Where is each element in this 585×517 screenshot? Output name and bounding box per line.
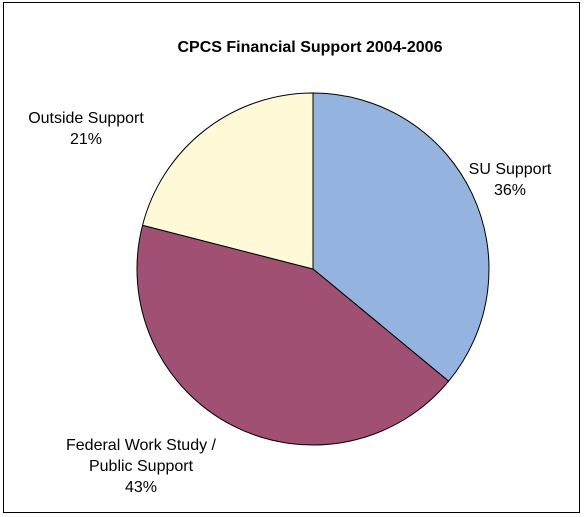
slice-name-line: Public Support: [89, 458, 194, 475]
slice-name-line: SU Support: [469, 161, 552, 178]
pie-slices: [136, 92, 490, 446]
slice-label-outside-support: Outside Support 21%: [28, 110, 144, 148]
slice-percent-label: 21%: [70, 131, 102, 148]
slice-name-line: Federal Work Study /: [66, 437, 217, 454]
slice-percent-label: 43%: [125, 479, 157, 496]
pie-slice-su-support: [312, 92, 490, 382]
slice-label-federal-work-study-public-support: Federal Work Study / Public Support 43%: [66, 437, 217, 496]
slice-labels: SU Support 36% Federal Work Study / Public …: [28, 110, 552, 496]
pie-slice-outside-support: [141, 92, 314, 270]
slice-name-line: Outside Support: [28, 110, 144, 127]
chart-title: CPCS Financial Support 2004-2006: [178, 39, 443, 56]
slice-percent-label: 36%: [494, 182, 526, 199]
pie-slice-federal-work-study-public-support: [136, 224, 450, 446]
slice-label-su-support: SU Support 36%: [469, 161, 552, 199]
